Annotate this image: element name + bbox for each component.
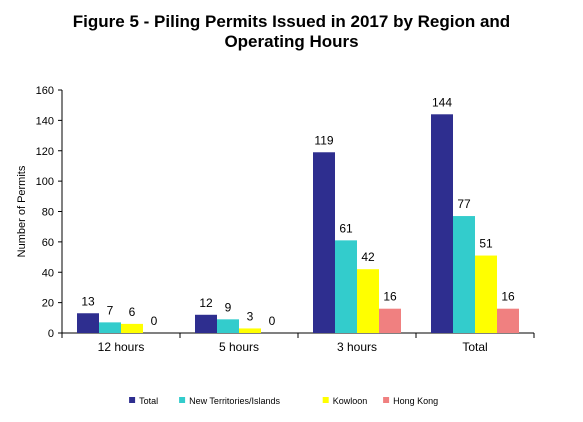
x-tick-label: 3 hours [337,340,377,354]
y-tick-label: 120 [36,146,54,158]
y-axis-title: Number of Permits [16,165,28,257]
bar [453,216,475,333]
bar [217,319,239,333]
bar [475,255,497,333]
data-label: 51 [479,237,493,251]
legend-label: Hong Kong [393,396,438,406]
y-tick-label: 0 [48,328,54,340]
data-label: 12 [199,296,213,310]
chart-title: Figure 5 - Piling Permits Issued in 2017… [0,12,583,52]
legend-label: Kowloon [333,396,368,406]
bar [379,308,401,333]
bar [195,314,217,333]
bar [497,308,519,333]
data-label: 42 [361,250,375,264]
data-label: 77 [457,197,471,211]
data-label: 16 [383,290,397,304]
y-tick-label: 20 [42,298,54,310]
bar [77,313,99,333]
y-tick-label: 160 [36,85,54,97]
data-label: 7 [107,303,114,317]
x-tick-label: Total [462,340,487,354]
data-label: 6 [129,305,136,319]
bar [99,322,121,333]
data-label: 0 [269,314,276,328]
x-tick-label: 12 hours [98,340,145,354]
chart-title-line-2: Operating Hours [224,32,359,51]
y-tick-label: 100 [36,176,54,188]
data-label: 3 [247,309,254,323]
x-tick-label: 5 hours [219,340,259,354]
legend-label: New Territories/Islands [189,396,280,406]
data-label: 61 [339,221,353,235]
legend-label: Total [139,396,158,406]
legend-swatch [179,397,186,403]
y-tick-label: 140 [36,115,54,127]
legend-swatch [383,397,390,403]
bar [239,328,261,333]
y-tick-label: 60 [42,237,54,249]
data-label: 9 [225,300,232,314]
legend-swatch [129,397,136,403]
data-label: 13 [81,294,95,308]
bar [357,269,379,333]
data-label: 0 [151,314,158,328]
chart-title-line-1: Figure 5 - Piling Permits Issued in 2017… [72,12,511,31]
data-label: 144 [432,95,452,109]
data-label: 119 [314,133,333,147]
bar [335,240,357,333]
legend-swatch [322,397,329,403]
bar [121,323,143,333]
bar [431,114,453,333]
y-tick-label: 40 [42,267,54,279]
data-label: 16 [501,290,515,304]
y-tick-label: 80 [42,207,54,219]
bar [313,152,335,333]
